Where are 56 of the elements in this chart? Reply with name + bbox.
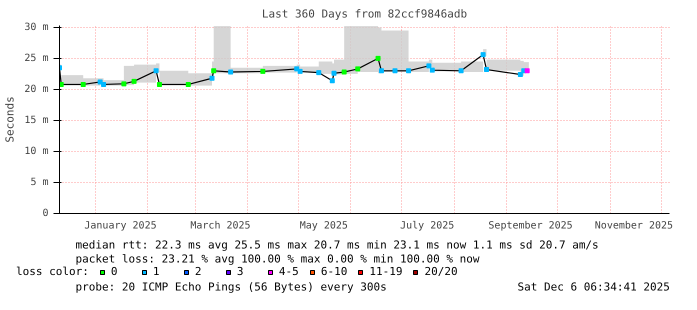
x-tick-label: March 2025 — [190, 220, 251, 232]
text: Sat Dec 6 06:34:41 2025 — [518, 280, 670, 294]
point — [228, 70, 234, 75]
y-tick-label: 20 m — [24, 84, 49, 95]
text: median rtt: 22.3 ms avg 25.5 ms max 20.7 ms min 23.1 ms now 1.1 ms sd 20.7 am/s — [76, 238, 599, 252]
point — [211, 68, 216, 74]
y-axis-title: Seconds — [3, 96, 16, 143]
point — [132, 78, 137, 84]
point — [316, 70, 322, 76]
legend-label: 4-5 — [278, 265, 299, 278]
point — [298, 68, 303, 74]
point — [458, 68, 464, 74]
text: packet loss: 23.21 % avg 100.00 % max 0.00 % min 100.00 % now — [76, 252, 480, 266]
point — [378, 68, 384, 74]
point — [260, 68, 266, 74]
y-tick-label: 25 m — [24, 52, 49, 64]
legend-label: 1 — [152, 265, 160, 278]
point — [154, 68, 159, 74]
y-tick-label: 5 m — [30, 176, 48, 188]
y-tick-label: 30 m — [24, 22, 49, 33]
legend-label: 2 — [194, 265, 202, 278]
point — [156, 82, 162, 87]
x-tick-label: July 2025 — [400, 220, 454, 232]
point — [121, 81, 126, 86]
legend-label: 3 — [236, 265, 244, 278]
x-tick-label: November 2025 — [594, 220, 674, 232]
point — [518, 72, 523, 78]
point — [426, 63, 432, 68]
legend-label: 0 — [110, 265, 118, 278]
legend-label: 20/20 — [424, 265, 458, 278]
x-tick-label: September 2025 — [488, 220, 573, 232]
point — [332, 70, 336, 76]
y-tick-label: 15 m — [24, 114, 49, 126]
point — [342, 70, 347, 75]
point — [484, 67, 489, 72]
point — [480, 52, 486, 58]
x-tick-label: May 2025 — [300, 220, 348, 232]
point — [524, 68, 530, 74]
point — [186, 82, 191, 87]
chart-title: Last 360 Days from 82ccf9846adb — [262, 8, 468, 20]
legend-label: 11-19 — [369, 265, 402, 278]
point — [330, 78, 335, 84]
text: probe: 20 ICMP Echo Pings (56 Bytes) every 300s — [76, 280, 387, 294]
y-tick-label: 10 m — [24, 146, 49, 157]
point — [210, 76, 214, 81]
x-tick-label: January 2025 — [84, 220, 157, 232]
point — [406, 68, 412, 74]
point — [392, 68, 398, 74]
legend-label: 6-10 — [320, 265, 348, 278]
point — [101, 82, 106, 87]
point — [355, 66, 360, 72]
y-tick-label: 0 — [42, 208, 49, 219]
point — [376, 56, 381, 61]
legend-title: loss color: — [16, 265, 89, 278]
point — [80, 82, 86, 87]
point — [430, 68, 435, 73]
